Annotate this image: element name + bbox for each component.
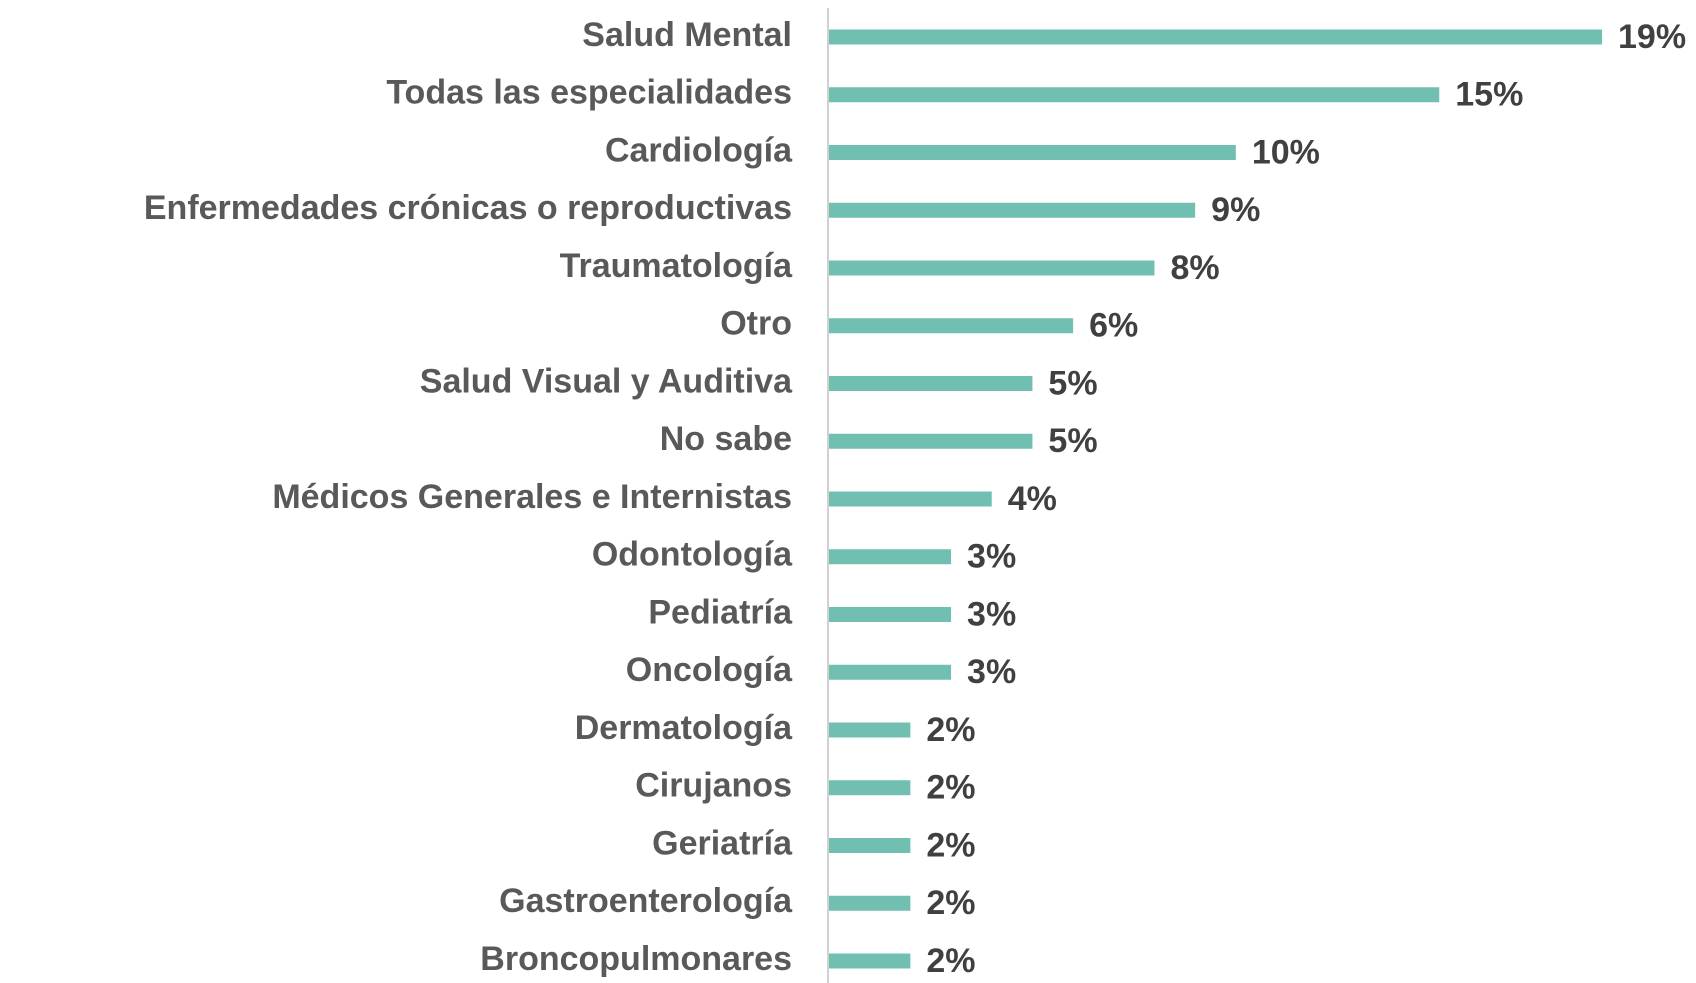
value-label: 5% xyxy=(1048,364,1097,402)
bar xyxy=(829,376,1033,391)
bar xyxy=(829,87,1440,103)
value-label: 10% xyxy=(1252,133,1320,171)
value-label: 2% xyxy=(926,826,975,864)
category-label: Cirujanos xyxy=(635,767,792,805)
value-label: 19% xyxy=(1618,18,1686,56)
value-label: 3% xyxy=(967,538,1016,576)
value-label: 8% xyxy=(1170,249,1219,287)
value-label: 15% xyxy=(1455,76,1523,114)
category-label: Salud Mental xyxy=(582,16,792,54)
bar xyxy=(829,895,911,911)
value-label: 4% xyxy=(1008,480,1057,518)
category-label: Geriatría xyxy=(652,824,793,862)
category-label: Enfermedades crónicas o reproductivas xyxy=(144,189,792,227)
value-label: 3% xyxy=(967,595,1016,633)
category-label: Otro xyxy=(720,305,792,343)
bar xyxy=(829,145,1236,160)
value-label: 9% xyxy=(1211,191,1260,229)
category-label: Traumatología xyxy=(560,247,793,285)
bar xyxy=(829,549,952,565)
bar xyxy=(829,780,911,796)
category-label: Pediatría xyxy=(648,593,793,631)
bar xyxy=(829,491,992,507)
bar xyxy=(829,953,911,969)
category-label: Salud Visual y Auditiva xyxy=(420,362,793,400)
category-label: Dermatología xyxy=(575,709,793,747)
bar xyxy=(829,838,911,853)
category-label: Gastroenterología xyxy=(499,882,793,920)
category-label: No sabe xyxy=(660,420,792,458)
bar xyxy=(829,722,911,738)
value-label: 5% xyxy=(1048,422,1097,460)
category-label: Todas las especialidades xyxy=(386,74,792,112)
value-label: 2% xyxy=(926,769,975,807)
category-label: Médicos Generales e Internistas xyxy=(272,478,792,516)
value-label: 6% xyxy=(1089,307,1138,345)
bar xyxy=(829,202,1196,218)
bar xyxy=(829,664,952,680)
category-label: Cardiología xyxy=(605,131,793,169)
bar xyxy=(829,607,952,622)
category-label: Oncología xyxy=(626,651,793,689)
bar xyxy=(829,318,1074,334)
value-label: 2% xyxy=(926,711,975,749)
value-label: 3% xyxy=(967,653,1016,691)
category-label: Odontología xyxy=(592,536,793,574)
value-label: 2% xyxy=(926,942,975,980)
bar xyxy=(829,29,1602,45)
category-label: Broncopulmonares xyxy=(480,940,792,978)
bar xyxy=(829,433,1033,449)
bar xyxy=(829,260,1155,276)
value-label: 2% xyxy=(926,884,975,922)
